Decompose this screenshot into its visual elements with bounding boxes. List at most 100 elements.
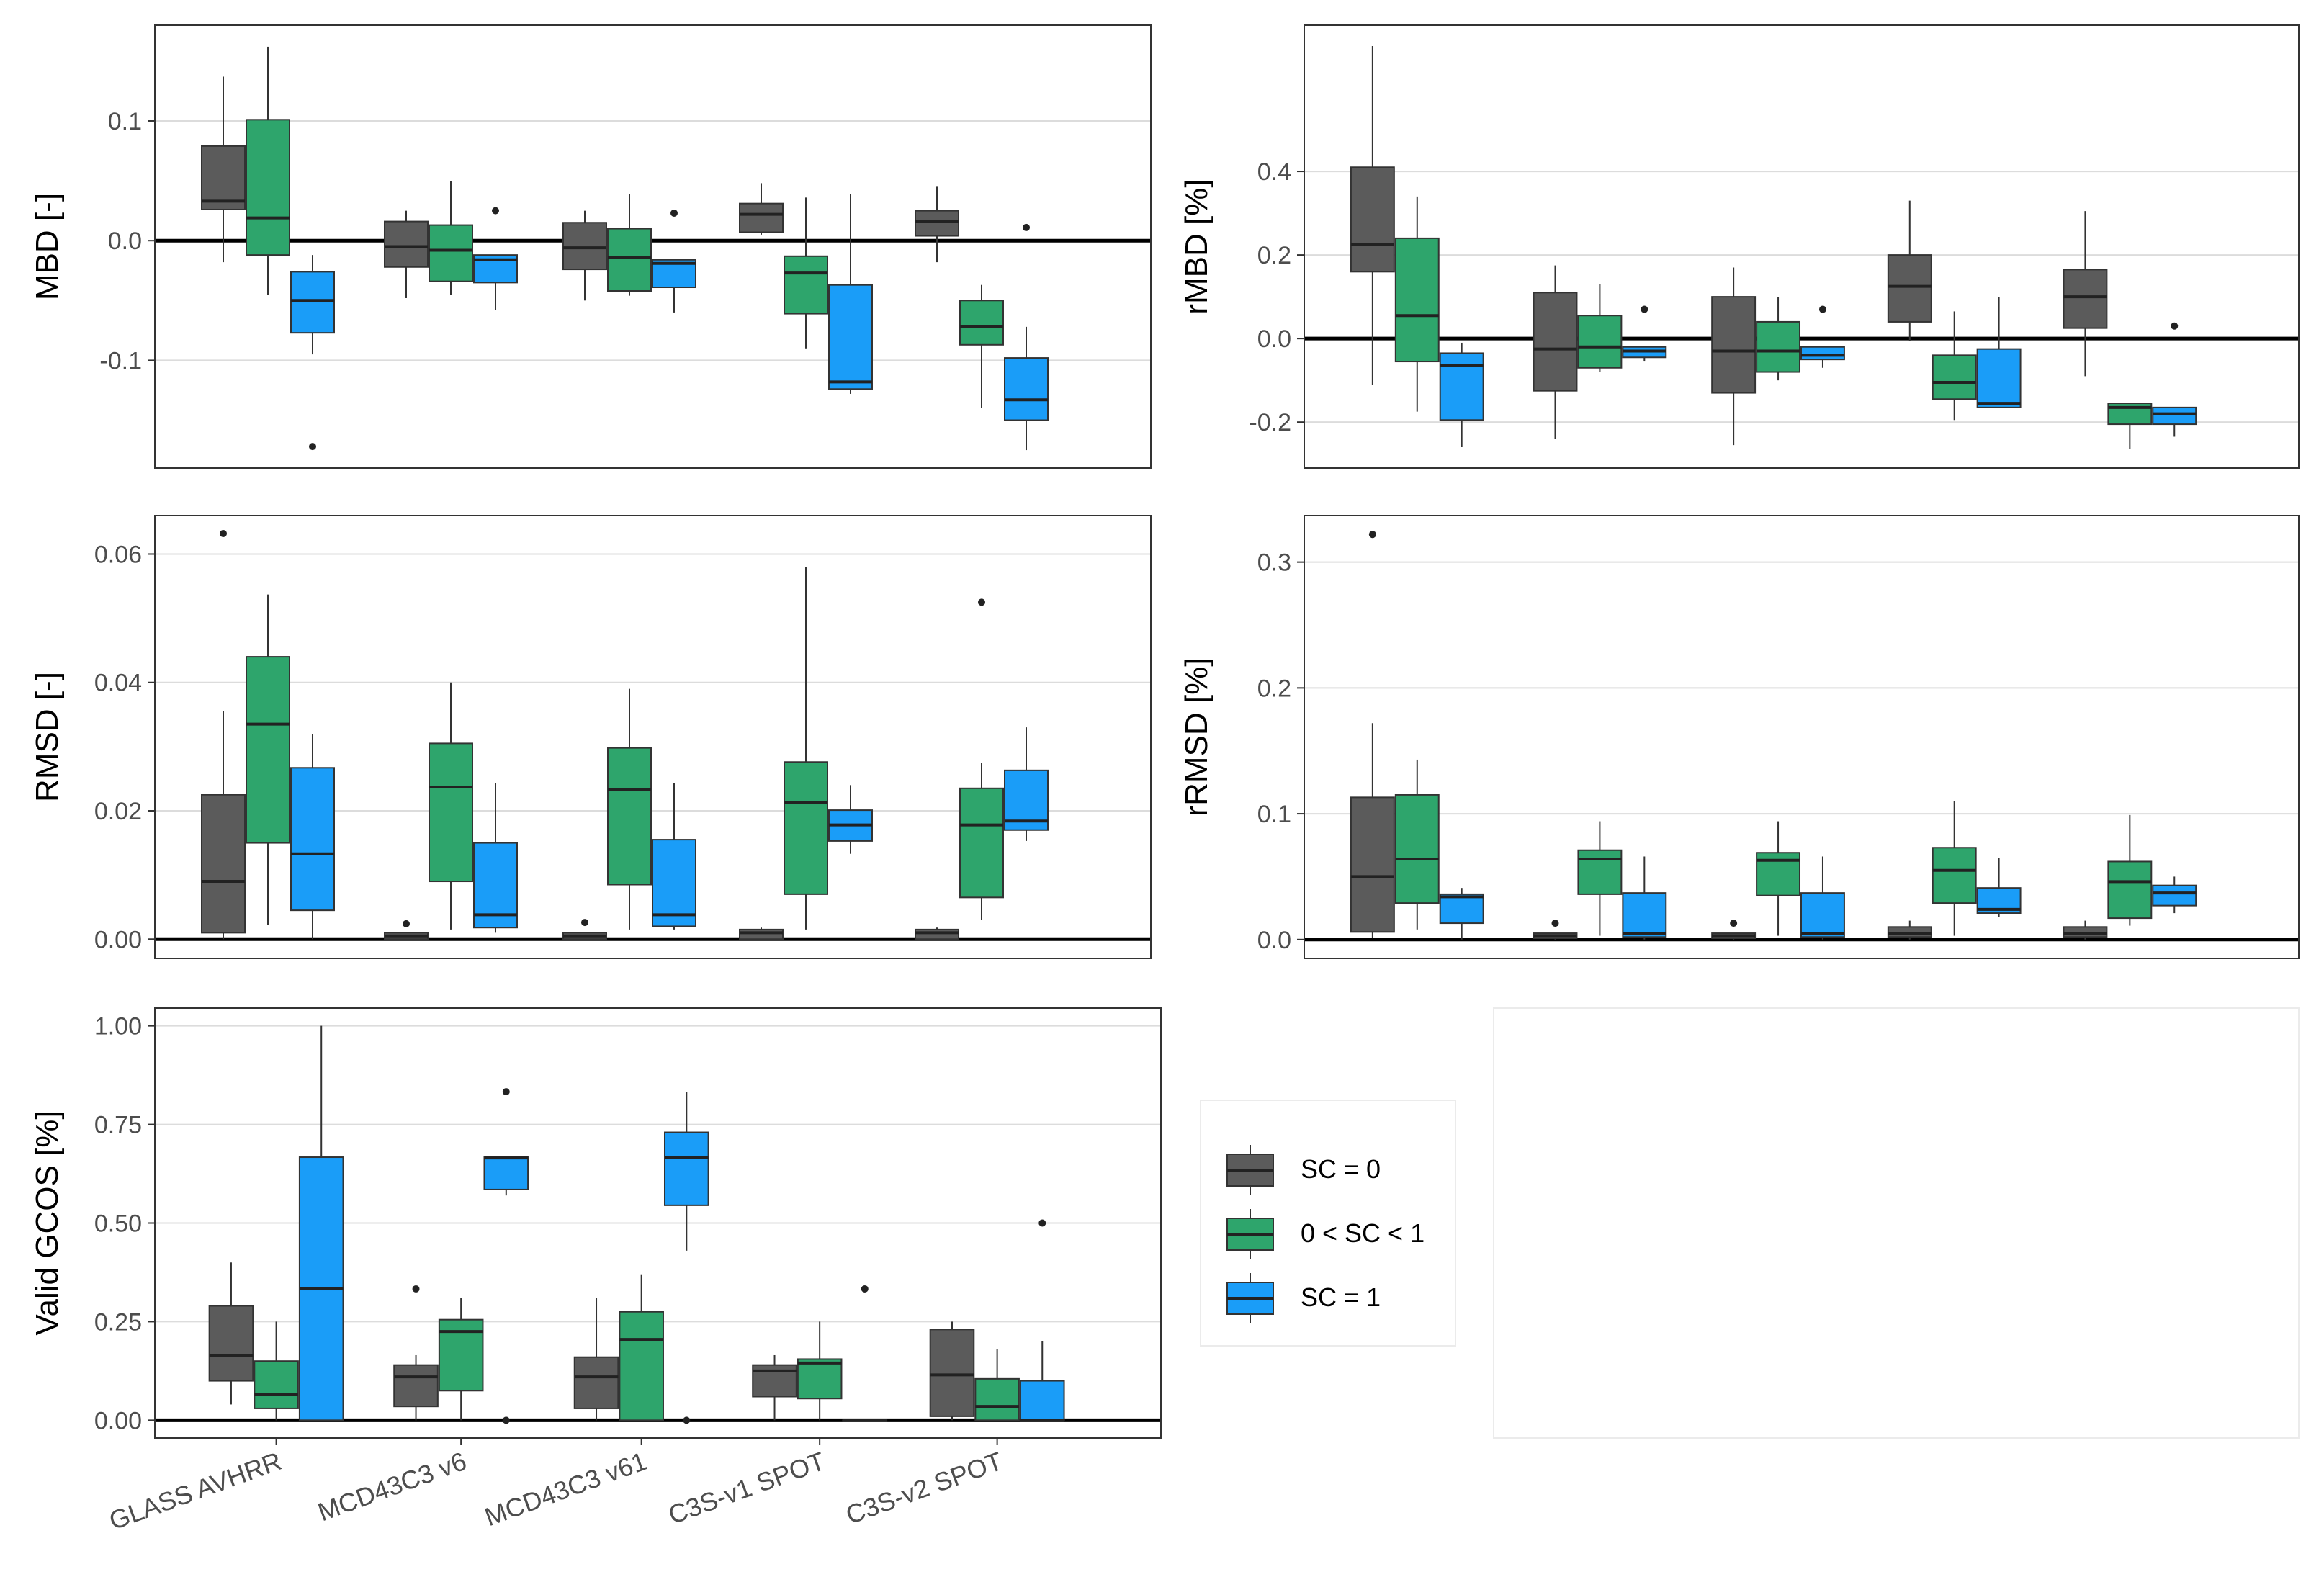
y-tick-label: 0.0 <box>108 228 142 255</box>
y-tick-label: 0.02 <box>94 798 142 825</box>
outlier-point <box>861 1285 869 1293</box>
legend-label-sc1: SC = 1 <box>1301 1282 1381 1312</box>
box-body <box>974 1377 1020 1421</box>
box-sc1-5 <box>2152 876 2197 914</box>
panel-border <box>154 24 1152 469</box>
box-scmid-5 <box>2107 814 2153 926</box>
box-body <box>619 1311 664 1421</box>
y-tick-label: -0.1 <box>99 347 142 374</box>
y-tick-label: 0.2 <box>1257 675 1291 702</box>
box-body <box>1350 166 1395 273</box>
box-body <box>1394 237 1440 363</box>
y-tick-label: 0.50 <box>94 1210 142 1238</box>
box-scmid-3 <box>619 1274 664 1421</box>
box-body <box>246 119 290 256</box>
box-body <box>959 787 1004 899</box>
legend-key-sc1 <box>1226 1273 1274 1323</box>
panel-4: 0.0 0.1 0.2 0.3 rRMSD [%] <box>1179 515 2300 959</box>
box-scmid-4 <box>1932 311 1977 421</box>
box-sc0-3 <box>562 210 607 301</box>
box-scmid-1 <box>1394 759 1440 930</box>
box-body <box>384 220 429 268</box>
box-body <box>1756 320 1801 373</box>
box-sc1-4 <box>828 194 873 394</box>
outlier-point <box>2171 322 2179 330</box>
box-body <box>1394 794 1440 904</box>
box-body <box>1004 357 1049 421</box>
outlier-point <box>492 207 499 215</box>
y-tick-label: 0.25 <box>94 1308 142 1336</box>
box-body <box>1976 348 2022 408</box>
y-tick-label: 0.3 <box>1257 549 1291 577</box>
panel-border <box>1304 24 2300 469</box>
box-sc1-4 <box>1976 858 2022 917</box>
outlier-point <box>220 529 227 537</box>
box-body <box>784 761 828 895</box>
box-body <box>429 742 473 883</box>
box-body <box>246 656 290 844</box>
box-body <box>915 210 959 237</box>
y-tick-label: 0.00 <box>94 1407 142 1434</box>
box-sc1-3 <box>652 209 696 313</box>
panel-3: 0.00 0.02 0.04 0.06 RMSD [-] <box>30 515 1152 959</box>
y-tick-label: 0.06 <box>94 541 142 568</box>
box-body <box>1350 796 1395 933</box>
box-body <box>1800 892 1845 938</box>
box-sc0-5 <box>2063 920 2108 940</box>
box-sc0-2 <box>384 920 429 940</box>
box-scmid-4 <box>784 567 828 930</box>
box-body <box>1577 315 1623 369</box>
x-tick-label: GLASS AVHRR <box>105 1446 285 1536</box>
box-sc0-4 <box>739 927 784 940</box>
outlier-point <box>1641 305 1648 313</box>
x-tick-label: C3S-v1 SPOT <box>665 1446 829 1530</box>
box-sc0-4 <box>739 183 784 235</box>
box-scmid-2 <box>438 1298 484 1421</box>
outlier-point <box>1368 531 1376 539</box>
box-body <box>290 767 335 912</box>
box-sc1-4 <box>828 785 873 854</box>
box-scmid-5 <box>2107 403 2153 449</box>
box-scmid-5 <box>974 1349 1020 1421</box>
box-scmid-3 <box>607 194 652 296</box>
box-sc1-4 <box>1976 297 2022 408</box>
outlier-point <box>1551 920 1559 927</box>
box-body <box>784 255 828 315</box>
box-sc0-5 <box>929 1321 975 1421</box>
box-scmid-2 <box>1577 284 1623 372</box>
box-body <box>1800 346 1845 361</box>
y-axis-label: MBD [-] <box>30 193 65 300</box>
box-sc0-1 <box>208 1262 254 1405</box>
box-body <box>201 794 246 934</box>
box-sc1-1 <box>290 255 335 451</box>
y-tick-label: 0.4 <box>1257 158 1291 186</box>
box-scmid-3 <box>1756 821 1801 936</box>
y-tick-label: 0.1 <box>1257 801 1291 828</box>
panel-border <box>154 515 1152 959</box>
box-body <box>290 271 335 334</box>
box-sc1-2 <box>1622 856 1667 940</box>
box-body <box>1887 254 1932 323</box>
legend-keys <box>1226 1145 1274 1323</box>
box-scmid-4 <box>1932 801 1977 936</box>
outlier-point <box>978 598 985 606</box>
box-body <box>959 300 1004 346</box>
box-scmid-2 <box>429 181 473 295</box>
y-tick-label: 0.00 <box>94 926 142 953</box>
box-body <box>429 224 473 282</box>
box-scmid-1 <box>246 594 290 925</box>
box-sc1-5 <box>1019 1219 1065 1422</box>
outlier-point <box>502 1416 510 1424</box>
y-tick-label: 0.1 <box>108 108 142 135</box>
box-body <box>1533 292 1578 392</box>
box-sc1-5 <box>1004 727 1049 841</box>
x-tick-label: MCD43C3 v61 <box>481 1446 651 1532</box>
box-scmid-1 <box>246 46 290 295</box>
outlier-point <box>412 1285 420 1293</box>
legend-label-sc-mid: 0 < SC < 1 <box>1301 1218 1425 1248</box>
outlier-point <box>403 920 410 927</box>
panel-border <box>1304 515 2300 959</box>
outlier-point <box>1818 305 1826 313</box>
y-tick-label: 0.2 <box>1257 242 1291 269</box>
